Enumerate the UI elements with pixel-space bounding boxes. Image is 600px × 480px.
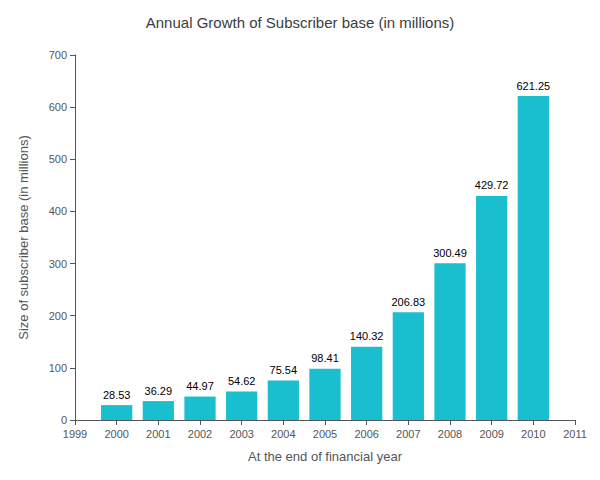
svg-text:2001: 2001 [146, 428, 170, 440]
svg-text:75.54: 75.54 [270, 364, 298, 376]
svg-text:Size of subscriber base (in mi: Size of subscriber base (in millions) [16, 135, 31, 339]
svg-text:400: 400 [49, 205, 67, 217]
svg-text:2007: 2007 [396, 428, 420, 440]
svg-text:2004: 2004 [271, 428, 295, 440]
svg-text:700: 700 [49, 49, 67, 61]
svg-text:500: 500 [49, 153, 67, 165]
svg-text:44.97: 44.97 [186, 380, 214, 392]
svg-text:206.83: 206.83 [392, 296, 426, 308]
svg-text:2010: 2010 [521, 428, 545, 440]
svg-text:100: 100 [49, 362, 67, 374]
svg-text:Annual Growth of Subscriber ba: Annual Growth of Subscriber base (in mil… [146, 14, 454, 31]
svg-text:36.29: 36.29 [145, 385, 173, 397]
svg-text:140.32: 140.32 [350, 330, 384, 342]
svg-text:28.53: 28.53 [103, 389, 131, 401]
svg-text:2011: 2011 [563, 428, 587, 440]
svg-text:98.41: 98.41 [311, 352, 339, 364]
svg-text:621.25: 621.25 [517, 80, 551, 92]
svg-text:2008: 2008 [438, 428, 462, 440]
svg-text:1999: 1999 [63, 428, 87, 440]
svg-text:0: 0 [61, 414, 67, 426]
svg-text:54.62: 54.62 [228, 375, 256, 387]
svg-text:600: 600 [49, 101, 67, 113]
svg-text:2002: 2002 [188, 428, 212, 440]
svg-text:300.49: 300.49 [433, 247, 467, 259]
svg-text:2003: 2003 [229, 428, 253, 440]
svg-text:2006: 2006 [354, 428, 378, 440]
svg-text:300: 300 [49, 258, 67, 270]
svg-text:200: 200 [49, 310, 67, 322]
svg-text:2000: 2000 [104, 428, 128, 440]
svg-text:2005: 2005 [313, 428, 337, 440]
svg-text:At the end of financial year: At the end of financial year [248, 449, 403, 464]
svg-text:429.72: 429.72 [475, 179, 509, 191]
svg-text:2009: 2009 [479, 428, 503, 440]
